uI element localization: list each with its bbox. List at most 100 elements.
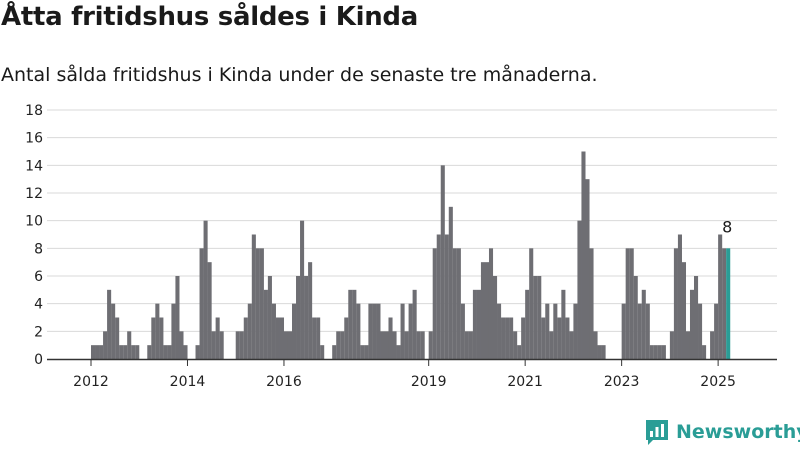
- bar: [380, 331, 385, 359]
- bar: [412, 289, 417, 359]
- bar: [267, 276, 272, 359]
- bar: [689, 289, 695, 359]
- bar: [694, 276, 699, 359]
- x-tick-label: 2016: [266, 374, 302, 390]
- bar: [416, 331, 421, 359]
- bar: [376, 303, 381, 359]
- x-tick-label: 2021: [507, 374, 543, 390]
- bar: [464, 331, 469, 359]
- bar: [545, 303, 550, 359]
- bar: [151, 317, 156, 359]
- bar-latest: [726, 248, 731, 359]
- y-tick-label: 6: [34, 269, 43, 285]
- bar: [637, 303, 642, 359]
- bar: [601, 345, 606, 359]
- bar: [263, 289, 268, 359]
- bar: [722, 248, 727, 359]
- newsworthy-logo[interactable]: Newsworthy: [644, 418, 800, 446]
- bar: [292, 303, 297, 359]
- bar: [521, 317, 526, 359]
- bar: [517, 345, 522, 359]
- bar: [384, 331, 389, 359]
- bar: [714, 303, 719, 359]
- x-tick-label: 2014: [170, 374, 206, 390]
- bar: [247, 303, 252, 359]
- bar: [183, 345, 188, 359]
- bar: [199, 248, 204, 359]
- bar: [179, 331, 184, 359]
- bar: [219, 331, 224, 359]
- bar: [685, 331, 691, 359]
- bar: [657, 345, 662, 359]
- bar: [159, 317, 164, 359]
- bar: [344, 317, 349, 359]
- bar: [460, 303, 465, 359]
- bar: [456, 248, 461, 359]
- bar: [440, 165, 445, 359]
- bar: [629, 248, 634, 359]
- x-tick-label: 2012: [73, 374, 109, 390]
- bar: [420, 331, 425, 359]
- bar: [565, 317, 570, 359]
- bar: [621, 303, 626, 359]
- newsworthy-icon: [646, 420, 668, 445]
- x-tick-label: 2025: [700, 374, 736, 390]
- bar: [677, 234, 682, 359]
- bar: [585, 179, 590, 359]
- bar: [95, 345, 100, 359]
- bar: [155, 303, 160, 359]
- bar: [428, 331, 433, 359]
- bar: [484, 262, 490, 359]
- bar: [259, 248, 264, 359]
- bar: [641, 289, 646, 359]
- bar: [573, 303, 578, 359]
- y-tick-label: 4: [34, 297, 43, 313]
- y-tick-label: 10: [25, 214, 43, 230]
- chart-title: Åtta fritidshus såldes i Kinda: [1, 2, 418, 32]
- bar: [493, 276, 498, 359]
- bar: [597, 345, 602, 359]
- bar: [195, 345, 200, 359]
- bar: [271, 303, 276, 359]
- bar: [123, 345, 128, 359]
- bar: [127, 331, 132, 359]
- bar: [525, 289, 530, 359]
- bar: [649, 345, 654, 359]
- bar: [304, 276, 309, 359]
- bar: [553, 303, 558, 359]
- y-tick-label: 8: [34, 241, 43, 257]
- bar: [472, 289, 477, 359]
- bar: [163, 345, 168, 359]
- bar: [718, 234, 723, 359]
- bar: [698, 303, 703, 359]
- bar: [175, 276, 180, 359]
- x-tick-label: 2023: [604, 374, 640, 390]
- bar: [287, 331, 293, 359]
- bar: [167, 345, 172, 359]
- bar: [505, 317, 510, 359]
- bar: [581, 151, 586, 359]
- bar: [710, 331, 715, 359]
- bar: [452, 248, 457, 359]
- bar: [235, 331, 240, 359]
- bar: [360, 345, 365, 359]
- bar: [239, 331, 244, 359]
- bar: [91, 345, 96, 359]
- bar: [589, 248, 594, 359]
- bar: [312, 317, 317, 359]
- bar: [396, 345, 401, 359]
- bar: [569, 331, 574, 359]
- bar: [400, 303, 405, 359]
- bar: [633, 276, 638, 359]
- bar: [557, 317, 562, 359]
- bar: [131, 345, 136, 359]
- bar: [368, 303, 373, 359]
- bar: [115, 317, 120, 359]
- bar: [316, 317, 321, 359]
- bar: [211, 331, 216, 359]
- data-label-latest: 8: [722, 217, 732, 236]
- bar: [408, 303, 413, 359]
- bar: [444, 234, 449, 359]
- bar: [561, 289, 566, 359]
- y-tick-label: 14: [25, 158, 43, 174]
